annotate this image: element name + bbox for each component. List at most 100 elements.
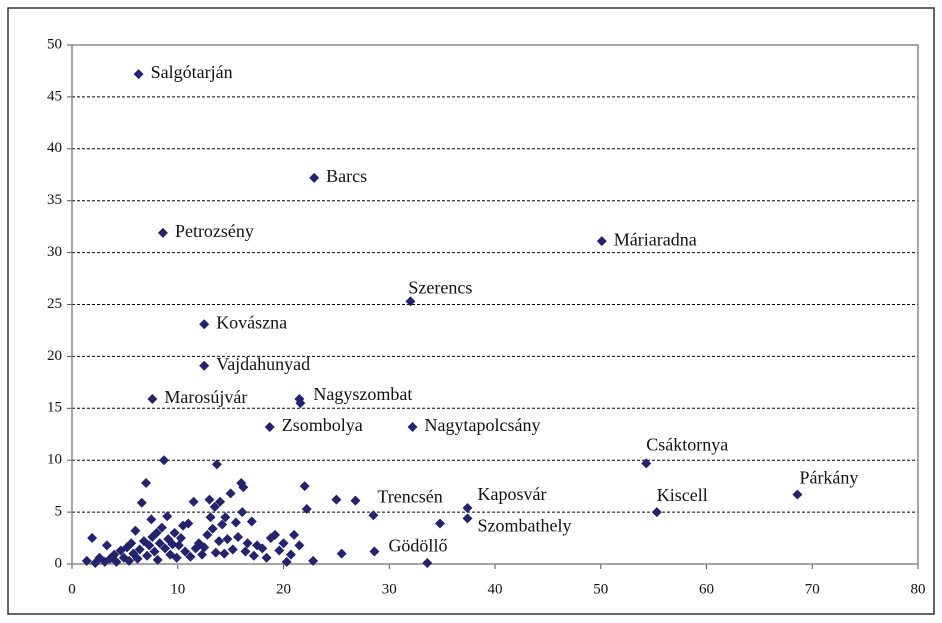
- marker: [301, 503, 312, 514]
- marker: [167, 539, 178, 550]
- marker: [462, 513, 473, 524]
- marker: [154, 538, 165, 549]
- marker: [132, 553, 143, 564]
- marker: [183, 518, 194, 529]
- point-label: Trencsén: [377, 486, 442, 506]
- y-tick-label: 30: [47, 244, 62, 260]
- marker: [264, 421, 275, 432]
- marker: [237, 507, 248, 518]
- marker: [227, 544, 238, 555]
- point-label: Petrozsény: [175, 221, 254, 241]
- marker: [207, 523, 218, 534]
- marker: [213, 536, 224, 547]
- marker: [215, 496, 226, 507]
- marker: [199, 360, 210, 371]
- marker: [101, 540, 112, 551]
- marker: [309, 172, 320, 183]
- marker: [157, 227, 168, 238]
- marker: [336, 548, 347, 559]
- marker: [210, 547, 221, 558]
- y-tick-label: 20: [47, 348, 62, 364]
- marker: [205, 512, 216, 523]
- x-tick-label: 10: [170, 581, 185, 597]
- marker: [270, 529, 281, 540]
- marker: [130, 525, 141, 536]
- marker: [109, 549, 120, 560]
- marker: [435, 518, 446, 529]
- marker: [369, 546, 380, 557]
- marker: [331, 494, 342, 505]
- marker: [118, 552, 129, 563]
- marker: [159, 455, 170, 466]
- point-label: Vajdahunyad: [216, 354, 310, 374]
- marker: [219, 548, 230, 559]
- marker: [202, 529, 213, 540]
- marker: [281, 556, 292, 567]
- marker: [792, 489, 803, 500]
- marker: [225, 488, 236, 499]
- marker: [149, 546, 160, 557]
- x-tick-label: 60: [699, 581, 714, 597]
- point-label: Párkány: [799, 468, 858, 488]
- point-label: Barcs: [326, 166, 367, 186]
- marker: [169, 527, 180, 538]
- x-tick-label: 0: [68, 581, 76, 597]
- chart-frame: [7, 7, 935, 615]
- marker: [204, 494, 215, 505]
- point-label: Zsombolya: [282, 415, 363, 435]
- marker: [160, 543, 171, 554]
- y-tick-label: 40: [47, 140, 62, 156]
- marker: [295, 398, 306, 409]
- marker: [211, 459, 222, 470]
- marker: [238, 482, 249, 493]
- y-tick-label: 50: [47, 36, 62, 52]
- x-tick-label: 80: [911, 581, 926, 597]
- y-tick-label: 25: [47, 296, 62, 312]
- y-tick-label: 45: [47, 88, 62, 104]
- y-tick-label: 35: [47, 192, 62, 208]
- point-label: Kaposvár: [478, 484, 547, 504]
- marker: [285, 549, 296, 560]
- point-label: Gödöllő: [388, 536, 447, 556]
- marker: [136, 497, 147, 508]
- marker: [151, 527, 162, 538]
- marker: [147, 393, 158, 404]
- marker: [133, 69, 144, 80]
- point-label: Nagyszombat: [313, 384, 412, 404]
- marker: [261, 552, 272, 563]
- marker: [156, 522, 167, 533]
- x-tick-label: 20: [276, 581, 291, 597]
- point-label: Szombathely: [478, 515, 572, 535]
- marker: [81, 555, 92, 566]
- marker: [87, 533, 98, 544]
- marker: [188, 496, 199, 507]
- marker: [126, 538, 137, 549]
- marker: [199, 542, 210, 553]
- marker: [121, 542, 132, 553]
- x-tick-label: 40: [488, 581, 503, 597]
- x-tick-label: 50: [593, 581, 608, 597]
- point-label: Kovászna: [216, 312, 287, 332]
- marker: [134, 544, 145, 555]
- marker: [142, 550, 153, 561]
- point-label: Szerencs: [408, 278, 472, 298]
- point-label: Marosújvár: [164, 387, 247, 407]
- marker: [173, 540, 184, 551]
- marker: [180, 546, 191, 557]
- marker: [651, 507, 662, 518]
- marker: [220, 512, 231, 523]
- marker: [246, 516, 257, 527]
- x-tick-label: 30: [382, 581, 397, 597]
- marker: [596, 236, 607, 247]
- marker: [199, 319, 210, 330]
- marker: [368, 510, 379, 521]
- x-tick-label: 70: [805, 581, 820, 597]
- point-label: Csáktornya: [646, 434, 728, 454]
- marker: [111, 556, 122, 567]
- marker: [407, 421, 418, 432]
- y-tick-label: 5: [55, 504, 63, 520]
- marker: [171, 552, 182, 563]
- marker: [242, 538, 253, 549]
- marker: [405, 296, 416, 307]
